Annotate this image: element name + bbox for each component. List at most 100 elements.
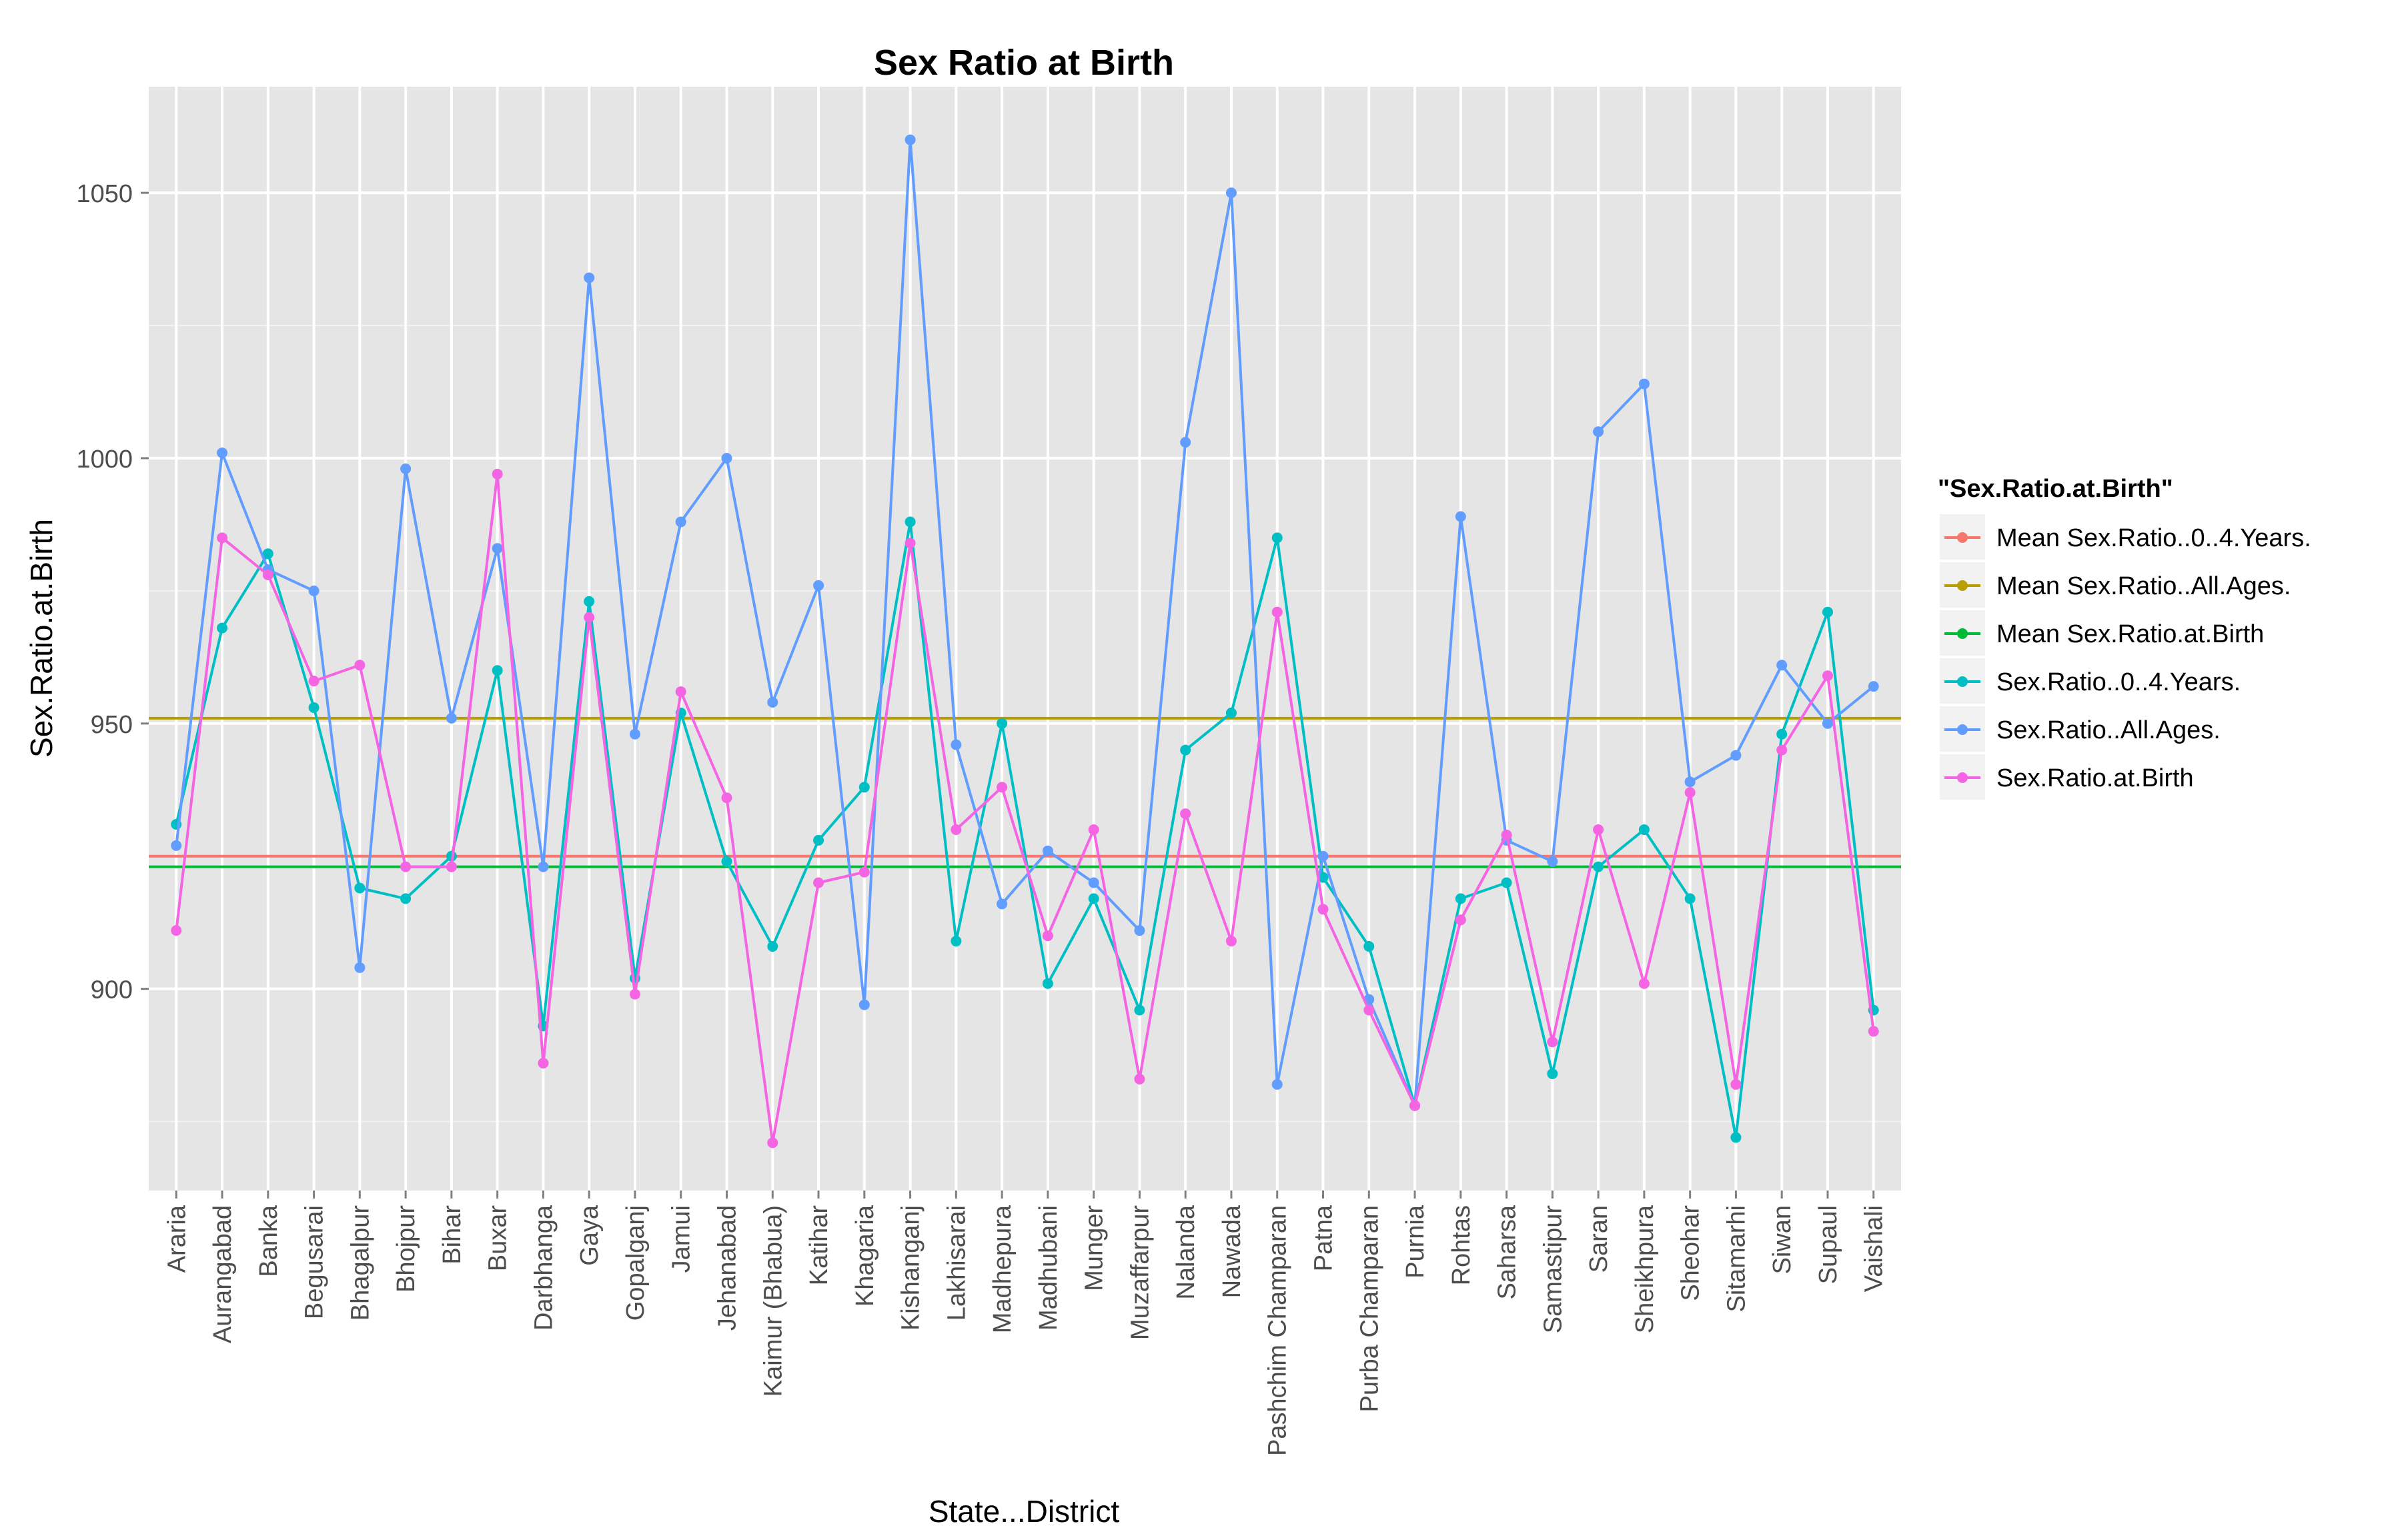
data-point <box>813 580 824 591</box>
x-tick-label: Pashchim Champaran <box>1264 1205 1292 1456</box>
data-point <box>905 538 916 549</box>
data-point <box>1363 1004 1375 1016</box>
data-point <box>1271 532 1283 544</box>
x-tick-label: Vaishali <box>1860 1205 1888 1292</box>
data-point <box>767 1137 778 1148</box>
data-point <box>951 739 962 750</box>
series-line <box>175 520 1875 1139</box>
data-point <box>1501 829 1512 840</box>
data-point <box>1776 744 1788 756</box>
data-point <box>997 718 1008 729</box>
legend-point-sample <box>1957 580 1968 591</box>
x-axis: Araria Aurangabad Banka Begusarai Bhagalpur B… <box>163 1191 1888 1456</box>
legend-label: Mean Sex.Ratio..0..4.Years. <box>1996 524 2311 552</box>
data-point <box>1088 824 1099 835</box>
x-tick-label: Gaya <box>576 1205 604 1266</box>
legend-title: "Sex.Ratio.at.Birth" <box>1938 475 2173 503</box>
y-tick-label: 1050 <box>76 180 133 208</box>
data-point <box>813 877 824 888</box>
data-point <box>1822 670 1833 682</box>
data-point <box>997 782 1008 793</box>
y-tick-label: 1000 <box>76 446 133 474</box>
data-point <box>308 676 320 687</box>
data-point <box>1455 914 1466 926</box>
x-tick-label: Darbhanga <box>530 1205 558 1331</box>
data-point <box>721 856 732 867</box>
data-point <box>858 999 870 1010</box>
x-tick-label: Sitamarhi <box>1722 1205 1750 1313</box>
data-point <box>492 543 503 554</box>
y-tick-label: 900 <box>91 976 133 1004</box>
x-tick-label: Madhepura <box>989 1205 1017 1333</box>
legend-point-sample <box>1957 676 1968 687</box>
data-point <box>217 448 228 459</box>
data-point <box>171 840 182 851</box>
data-point <box>1684 787 1696 798</box>
data-point <box>997 898 1008 910</box>
x-tick-label: Jehanabad <box>714 1205 742 1331</box>
x-tick-label: Sheikhpura <box>1631 1205 1659 1333</box>
x-tick-label: Kaimur (Bhabua) <box>759 1205 787 1397</box>
legend: "Sex.Ratio.at.Birth" Mean Sex.Ratio..0..… <box>1938 475 2311 801</box>
data-point <box>400 893 412 904</box>
data-point <box>308 585 320 596</box>
data-point <box>1225 936 1237 947</box>
y-tick-label: 950 <box>91 711 133 739</box>
series-line <box>175 472 1875 1144</box>
data-point <box>813 834 824 846</box>
data-point <box>1180 744 1191 756</box>
data-point <box>1180 808 1191 820</box>
data-point <box>308 702 320 713</box>
data-point <box>538 861 549 872</box>
data-point <box>951 824 962 835</box>
x-tick-label: Rohtas <box>1447 1205 1475 1285</box>
data-point <box>629 728 640 740</box>
x-tick-label: Samastipur <box>1539 1205 1567 1334</box>
data-point <box>354 962 366 973</box>
data-point <box>1455 511 1466 522</box>
x-tick-label: Kishanganj <box>897 1205 925 1331</box>
data-point <box>400 463 412 474</box>
grid-lines <box>149 87 1901 1191</box>
data-point <box>858 782 870 793</box>
data-point <box>538 1058 549 1069</box>
data-point <box>1088 877 1099 888</box>
x-tick-label: Buxar <box>484 1205 512 1272</box>
data-point <box>1363 940 1375 952</box>
legend-label: Sex.Ratio.at.Birth <box>1996 764 2194 792</box>
data-point <box>492 468 503 480</box>
legend-label: Mean Sex.Ratio..All.Ages. <box>1996 572 2291 600</box>
x-tick-label: Sheohar <box>1677 1205 1705 1301</box>
legend-point-sample <box>1957 724 1968 735</box>
data-point <box>1822 718 1833 729</box>
data-point <box>721 792 732 804</box>
x-tick-label: Nalanda <box>1172 1205 1200 1299</box>
x-tick-label: Khagaria <box>851 1205 879 1307</box>
data-point <box>354 882 366 894</box>
x-tick-label: Patna <box>1310 1205 1338 1271</box>
data-point <box>629 988 640 1000</box>
data-point <box>675 686 686 698</box>
series-line <box>175 138 1874 1107</box>
x-tick-label: Siwan <box>1768 1205 1796 1275</box>
data-point <box>1042 845 1053 856</box>
data-point <box>1225 707 1237 718</box>
data-point <box>1776 728 1788 740</box>
data-point <box>1317 850 1329 862</box>
legend-point-sample <box>1957 772 1968 783</box>
data-point <box>1822 606 1833 618</box>
data-point <box>262 548 273 560</box>
data-point <box>446 712 457 724</box>
data-point <box>1730 1078 1742 1090</box>
x-tick-label: Saran <box>1585 1205 1613 1273</box>
plot-panel <box>149 87 1901 1191</box>
x-tick-label: Katihar <box>805 1205 833 1286</box>
x-tick-label: Banka <box>255 1205 283 1277</box>
data-point <box>446 861 457 872</box>
data-point <box>1409 1100 1421 1111</box>
data-point <box>217 622 228 634</box>
x-tick-label: Begusarai <box>301 1205 329 1319</box>
data-point <box>584 272 595 283</box>
data-point <box>1547 1036 1558 1048</box>
